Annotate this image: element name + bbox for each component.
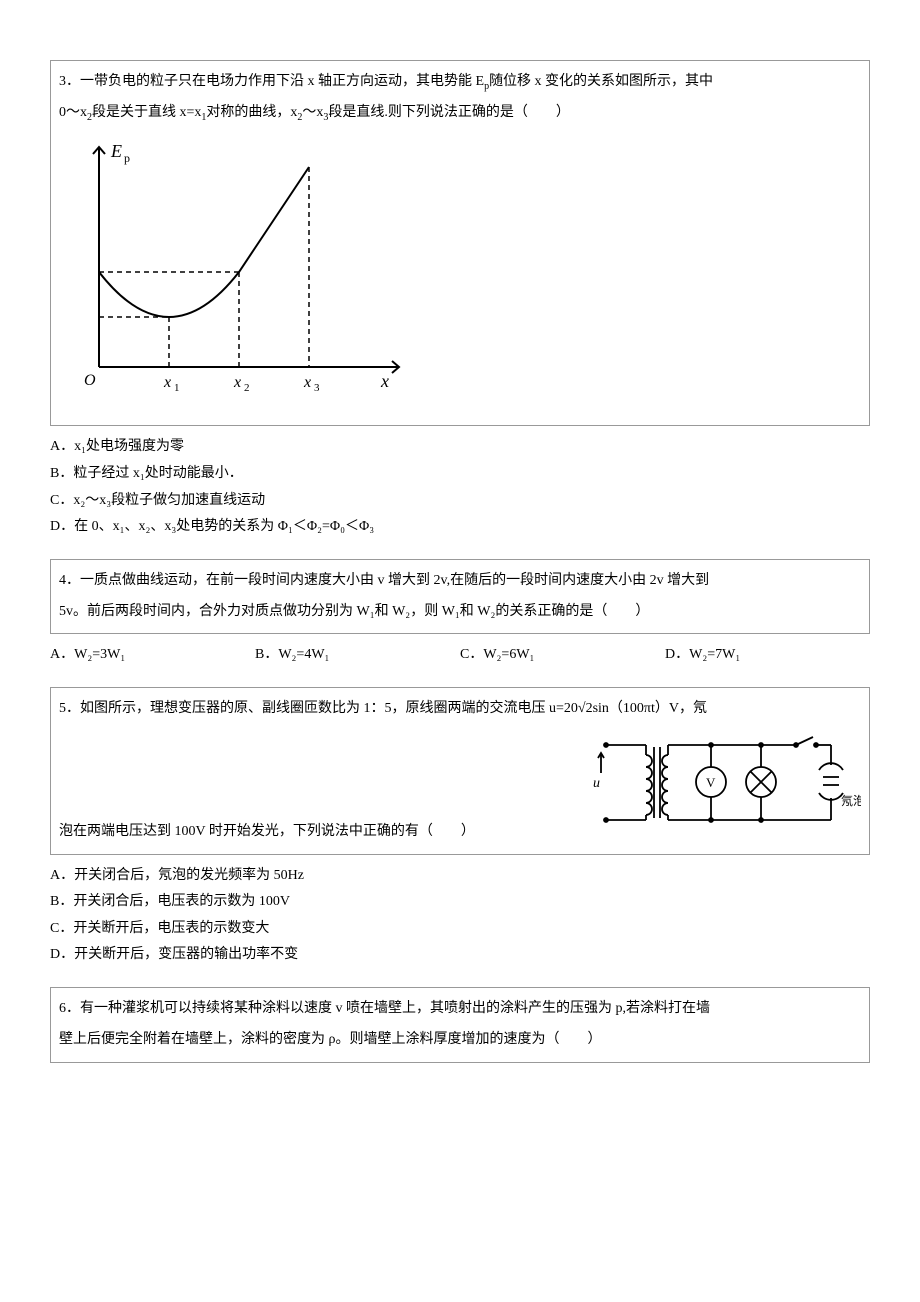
q3-options: A．x₁处电场强度为零 B．粒子经过 x₁处时动能最小． C．x₂～x₃段粒子做… — [50, 434, 870, 540]
q4-options: A．W₂=3W₁ B．W₂=4W₁ C．W₂=6W₁ D．W₂=7W₁ — [50, 642, 870, 669]
q4-option-b: B．W₂=4W₁ — [255, 642, 460, 669]
question-5: 5．如图所示，理想变压器的原、副线圈匝数比为 1：5，原线圈两端的交流电压 u=… — [50, 687, 870, 969]
q6-stem-line1: 6．有一种灌浆机可以持续将某种涂料以速度 v 喷在墙壁上，其喷射出的涂料产生的压… — [59, 994, 861, 1025]
q3-stem-line1: 3．一带负电的粒子只在电场力作用下沿 x 轴正方向运动，其电势能 Ep随位移 x… — [59, 67, 861, 98]
q3-option-b: B．粒子经过 x₁处时动能最小． — [50, 461, 870, 488]
svg-text:V: V — [706, 775, 716, 790]
q3-stem-box: 3．一带负电的粒子只在电场力作用下沿 x 轴正方向运动，其电势能 E p 随位移 x… — [50, 60, 870, 426]
svg-text:u: u — [593, 776, 600, 791]
q3-stem-line2: 0～x2段是关于直线 x=x1对称的曲线，x2～x3段是直线.则下列说法正确的是… — [59, 98, 861, 129]
q4-option-c: C．W₂=6W₁ — [460, 642, 665, 669]
q6-stem-line2: 壁上后便完全附着在墙壁上，涂料的密度为 ρ。则墙壁上涂料厚度增加的速度为（ ） — [59, 1025, 861, 1056]
q3-stem-cont2: 段是关于直线 x=x — [92, 105, 201, 120]
svg-text:x: x — [380, 371, 389, 391]
q5-option-d: D．开关断开后，变压器的输出功率不变 — [50, 942, 870, 969]
svg-text:x: x — [233, 374, 241, 391]
q6-stem-box: 6．有一种灌浆机可以持续将某种涂料以速度 v 喷在墙壁上，其喷射出的涂料产生的压… — [50, 987, 870, 1063]
q5-figure: u — [591, 725, 861, 848]
question-6: 6．有一种灌浆机可以持续将某种涂料以速度 v 喷在墙壁上，其喷射出的涂料产生的压… — [50, 987, 870, 1063]
q3-stem-text2: 0～x — [59, 105, 87, 120]
svg-text:2: 2 — [244, 382, 250, 394]
q3-option-a: A．x₁处电场强度为零 — [50, 434, 870, 461]
q4-stem-line1: 4．一质点做曲线运动，在前一段时间内速度大小由 v 增大到 2v,在随后的一段时… — [59, 566, 861, 597]
q3-option-c: C．x₂～x₃段粒子做匀加速直线运动 — [50, 488, 870, 515]
svg-text:氖泡: 氖泡 — [841, 794, 861, 808]
q4-stem-box: 4．一质点做曲线运动，在前一段时间内速度大小由 v 增大到 2v,在随后的一段时… — [50, 559, 870, 635]
q4-option-d: D．W₂=7W₁ — [665, 642, 870, 669]
q3-option-d: D．在 0、x₁、x₂、x₃处电势的关系为 Φ₁＜Φ₂=Φ₀＜Φ₃ — [50, 514, 870, 541]
svg-text:p: p — [124, 151, 130, 165]
q5-stem-box: 5．如图所示，理想变压器的原、副线圈匝数比为 1：5，原线圈两端的交流电压 u=… — [50, 687, 870, 855]
q3-stem-text1: 3．一带负电的粒子只在电场力作用下沿 x 轴正方向运动，其电势能 E — [59, 74, 484, 89]
q5-option-c: C．开关断开后，电压表的示数变大 — [50, 916, 870, 943]
q5-circuit-svg: u — [591, 725, 861, 835]
question-4: 4．一质点做曲线运动，在前一段时间内速度大小由 v 增大到 2v,在随后的一段时… — [50, 559, 870, 669]
q4-option-a: A．W₂=3W₁ — [50, 642, 255, 669]
q5-option-b: B．开关闭合后，电压表的示数为 100V — [50, 889, 870, 916]
svg-text:x: x — [303, 374, 311, 391]
question-3: 3．一带负电的粒子只在电场力作用下沿 x 轴正方向运动，其电势能 E p 随位移 x… — [50, 60, 870, 541]
q3-stem-cont4: ～x — [302, 105, 323, 120]
q5-row: 泡在两端电压达到 100V 时开始发光，下列说法中正确的有（ ） u — [59, 725, 861, 848]
svg-text:x: x — [163, 374, 171, 391]
svg-text:O: O — [84, 372, 96, 389]
q3-chart-svg: E p x x1 x2 x3 O — [69, 137, 409, 397]
q3-figure: E p x x1 x2 x3 O — [69, 137, 861, 410]
q4-stem-line2: 5v。前后两段时间内，合外力对质点做功分别为 W₁和 W₂，则 W₁和 W₂的关… — [59, 597, 861, 628]
q3-stem-cont5: 段是直线.则下列说法正确的是（ ） — [328, 105, 570, 120]
svg-text:3: 3 — [314, 382, 320, 394]
svg-text:1: 1 — [174, 382, 180, 394]
q5-options: A．开关闭合后，氖泡的发光频率为 50Hz B．开关闭合后，电压表的示数为 10… — [50, 863, 870, 969]
q5-option-a: A．开关闭合后，氖泡的发光频率为 50Hz — [50, 863, 870, 890]
q5-stem-line1: 5．如图所示，理想变压器的原、副线圈匝数比为 1：5，原线圈两端的交流电压 u=… — [59, 694, 861, 725]
svg-text:E: E — [110, 141, 122, 161]
q3-stem-cont3: 对称的曲线，x — [206, 105, 297, 120]
q5-stem-line2: 泡在两端电压达到 100V 时开始发光，下列说法中正确的有（ ） — [59, 817, 583, 848]
q3-stem-cont1: 随位移 x 变化的关系如图所示，其中 — [489, 74, 713, 89]
